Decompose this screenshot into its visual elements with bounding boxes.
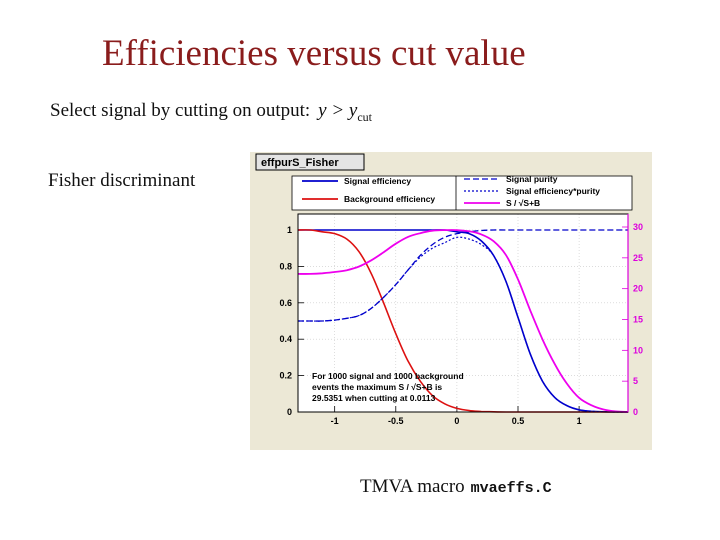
x-tick-label: -0.5	[388, 416, 404, 426]
root-canvas: effpurS_Fisher Signal efficiency Backgrou…	[250, 152, 652, 450]
annotation-line: 29.5351 when cutting at 0.0113	[312, 393, 436, 403]
x-tick-label: 0.5	[512, 416, 525, 426]
legend-label: Background efficiency	[344, 194, 435, 204]
macro-code: mvaeffs.C	[470, 480, 552, 497]
x-tick-label: 1	[577, 416, 582, 426]
y2-tick-label: 30	[633, 222, 643, 232]
y-tick-label: 0.4	[279, 334, 292, 344]
efficiency-chart: effpurS_Fisher Signal efficiency Backgrou…	[255, 153, 643, 426]
y-tick-label: 0	[287, 407, 292, 417]
y-tick-label: 1	[287, 225, 292, 235]
macro-label: TMVA macro	[360, 476, 465, 497]
y2-tick-label: 0	[633, 407, 638, 417]
series-line-s-s-b	[297, 229, 629, 413]
annotation-line: For 1000 signal and 1000 background	[312, 371, 464, 381]
series-line-signal-efficiency	[297, 229, 628, 413]
legend-label: Signal purity	[506, 174, 558, 184]
y2-tick-label: 5	[633, 376, 638, 386]
method-label: Fisher discriminant	[48, 170, 196, 191]
annotation: For 1000 signal and 1000 backgroundevent…	[312, 371, 464, 403]
y2-tick-label: 15	[633, 315, 643, 325]
plot-area	[298, 214, 628, 412]
y2-tick-label: 20	[633, 284, 643, 294]
legend: Signal efficiency Background efficiency Si…	[302, 174, 600, 208]
y2-tick-label: 25	[633, 253, 643, 263]
legend-label: Signal efficiency*purity	[506, 186, 600, 196]
select-signal-text: Select signal by cutting on output: y > y…	[50, 100, 372, 125]
canvas-title: effpurS_Fisher	[261, 157, 339, 169]
y2-tick-label: 10	[633, 345, 643, 355]
legend-label: Signal efficiency	[344, 176, 411, 186]
y-tick-label: 0.2	[279, 371, 292, 381]
x-tick-label: 0	[454, 416, 459, 426]
y-tick-label: 0.6	[279, 298, 292, 308]
series-line-signal-purity	[297, 229, 628, 322]
cut-expression-main: y > y	[318, 100, 358, 121]
cut-expression-sub: cut	[357, 109, 373, 124]
legend-box	[291, 175, 633, 211]
slide-title: Efficiencies versus cut value	[102, 33, 526, 74]
x-tick-label: -1	[331, 416, 339, 426]
macro-reference: TMVA macro mvaeffs.C	[360, 476, 552, 498]
annotation-line: events the maximum S / √S+B is	[312, 382, 442, 392]
series	[297, 229, 629, 413]
canvas-title-box	[255, 153, 365, 171]
y-tick-label: 0.8	[279, 261, 292, 271]
cut-expression: y > ycut	[318, 100, 373, 124]
select-signal-label: Select signal by cutting on output:	[50, 100, 311, 121]
legend-label: S / √S+B	[506, 198, 540, 208]
